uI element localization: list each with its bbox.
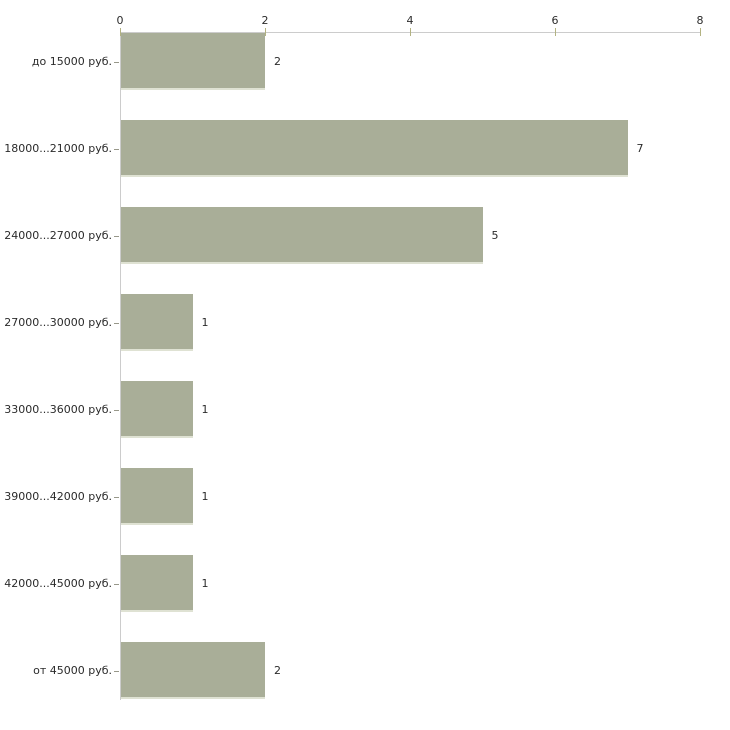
value-label: 1: [201, 489, 209, 503]
value-label: 1: [201, 576, 209, 590]
bar: [121, 555, 193, 612]
category-tick-mark: [114, 322, 119, 324]
value-label: 1: [201, 402, 209, 416]
category-label: до 15000 руб.: [31, 54, 112, 68]
value-label: 2: [274, 54, 281, 68]
value-label: 2: [274, 663, 281, 677]
category-label: 39000...42000 руб.: [4, 489, 112, 503]
x-tick-mark: [410, 28, 411, 36]
y-axis-line: [120, 32, 121, 700]
category-label: 18000...21000 руб.: [4, 141, 112, 155]
x-tick-label: 0: [116, 14, 124, 27]
category-label: 33000...36000 руб.: [4, 402, 112, 416]
x-tick-mark: [700, 28, 701, 36]
category-tick-mark: [114, 496, 119, 498]
category-tick-mark: [114, 235, 119, 237]
bar: [121, 120, 628, 177]
value-label: 7: [636, 141, 644, 155]
bar: [121, 294, 193, 351]
x-tick-mark: [265, 28, 266, 36]
x-tick-label: 8: [696, 14, 704, 27]
category-tick-mark: [114, 583, 119, 585]
category-tick-mark: [114, 670, 119, 672]
bar: [121, 642, 265, 699]
category-tick-mark: [114, 61, 119, 63]
x-tick-mark: [555, 28, 556, 36]
bar: [121, 207, 483, 264]
category-label: 24000...27000 руб.: [4, 228, 112, 242]
bar: [121, 33, 265, 90]
x-tick-label: 4: [406, 14, 414, 27]
bar: [121, 381, 193, 438]
category-tick-mark: [114, 409, 119, 411]
x-tick-label: 6: [551, 14, 559, 27]
x-tick-label: 2: [261, 14, 269, 27]
category-label: 42000...45000 руб.: [4, 576, 112, 590]
category-label: от 45000 руб.: [33, 663, 112, 677]
bar: [121, 468, 193, 525]
x-tick-mark: [120, 28, 121, 36]
category-tick-mark: [114, 148, 119, 150]
value-label: 1: [201, 315, 209, 329]
category-label: 27000...30000 руб.: [4, 315, 112, 329]
value-label: 5: [491, 228, 499, 242]
